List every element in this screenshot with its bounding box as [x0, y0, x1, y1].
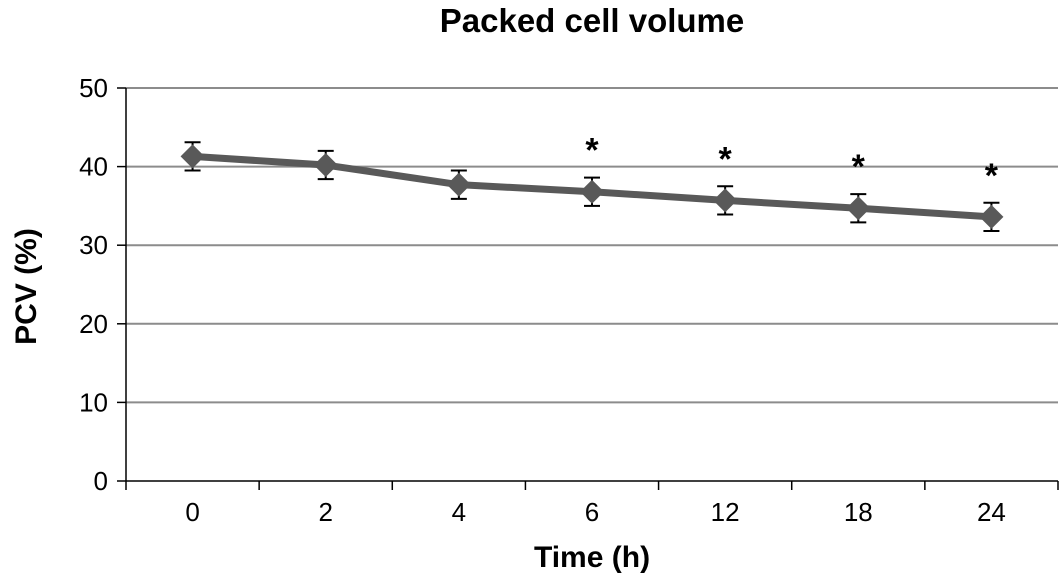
x-tick-label: 18: [844, 497, 873, 527]
x-axis-title: Time (h): [534, 541, 650, 574]
gridlines: [126, 87, 1058, 404]
y-axis-title: PCV (%): [10, 228, 43, 345]
y-tick-label: 30: [79, 230, 108, 260]
significance-marks: * * * *: [585, 132, 998, 195]
y-tick-label: 0: [94, 466, 108, 496]
significance-asterisk: *: [585, 132, 599, 170]
x-tick-label: 12: [711, 497, 740, 527]
data-markers: [180, 144, 1004, 229]
y-tick-label: 20: [79, 309, 108, 339]
y-tick-label: 40: [79, 152, 108, 182]
data-point: [580, 179, 604, 204]
data-point: [313, 153, 338, 178]
data-point: [446, 172, 471, 197]
x-tick-labels: 0 2 4 6 12 18 24: [185, 497, 1006, 527]
y-tick-label: 10: [79, 387, 108, 417]
chart-title: Packed cell volume: [439, 2, 745, 39]
x-tick-label: 6: [585, 497, 599, 527]
y-tick-label: 50: [79, 73, 108, 103]
significance-asterisk: *: [852, 148, 866, 186]
x-tick-label: 0: [185, 497, 199, 527]
significance-asterisk: *: [985, 157, 999, 195]
data-point: [713, 188, 738, 213]
y-tick-labels: 0 10 20 30 40 50: [79, 73, 108, 496]
data-point: [180, 144, 205, 169]
x-tick-label: 2: [318, 497, 332, 527]
axes: [117, 87, 1059, 490]
data-point: [979, 204, 1004, 229]
x-tick-label: 4: [452, 497, 466, 527]
x-tick-label: 24: [977, 497, 1006, 527]
data-point: [846, 196, 871, 221]
significance-asterisk: *: [719, 140, 733, 178]
